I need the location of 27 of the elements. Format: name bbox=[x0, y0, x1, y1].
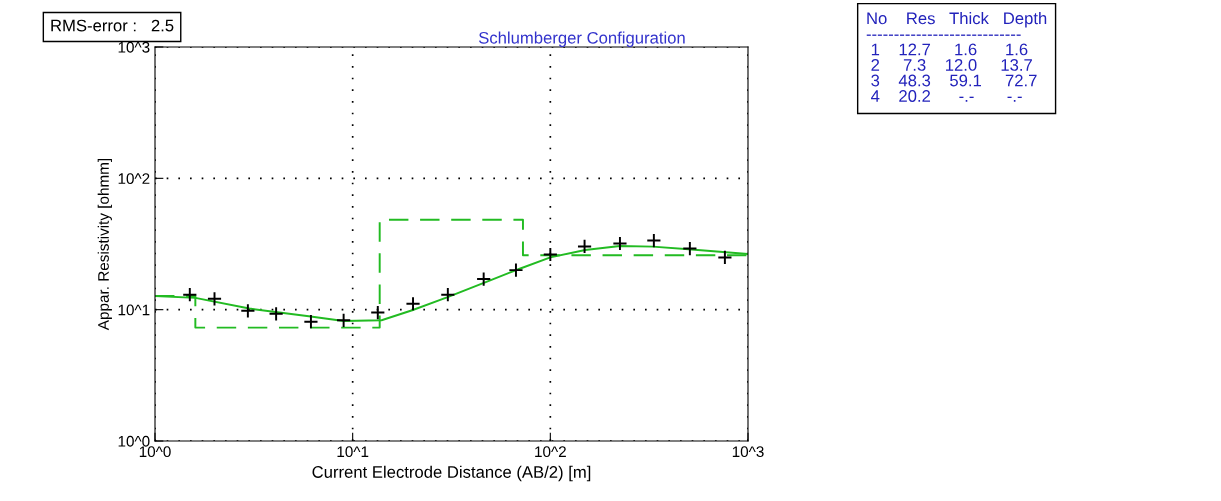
y-axis-title: Appar. Resistivity [ohmm] bbox=[97, 158, 112, 331]
y-tick-label: 10^0 bbox=[118, 435, 150, 447]
point bbox=[405, 296, 421, 312]
point bbox=[612, 235, 628, 252]
point bbox=[303, 314, 319, 330]
x-axis-title: Current Electrode Distance (AB/2) [m] bbox=[312, 465, 591, 482]
x-tick-label: 10^1 bbox=[337, 446, 369, 458]
point bbox=[336, 312, 352, 328]
x-tick-label: 10^2 bbox=[535, 446, 566, 458]
text: No Res Thick Depth ---------------------------- 1 12.7 1.6 1.6 2 7.3 12.0 13.7 3 48.3 59.1 72.7 4 20.2 -.- -.- bbox=[866, 12, 1047, 102]
point bbox=[508, 262, 524, 278]
point bbox=[268, 306, 284, 322]
x-tick-label: 10^0 bbox=[139, 446, 171, 458]
point bbox=[682, 240, 698, 257]
y-tick-label: 10^1 bbox=[118, 304, 150, 316]
x-tick-label: 10^3 bbox=[732, 446, 764, 458]
y-tick-label: 10^3 bbox=[118, 41, 150, 53]
chart-title: Schlumberger Configuration bbox=[478, 31, 685, 47]
point bbox=[646, 232, 662, 249]
y-tick-label: 10^2 bbox=[118, 173, 150, 185]
text: RMS-error : 2.5 bbox=[51, 19, 174, 32]
point bbox=[542, 246, 558, 263]
point bbox=[577, 238, 593, 254]
point bbox=[370, 305, 386, 321]
point bbox=[476, 271, 492, 287]
point bbox=[717, 249, 733, 265]
point bbox=[440, 287, 456, 303]
